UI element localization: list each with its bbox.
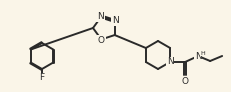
Text: H: H [200, 51, 205, 55]
Text: O: O [98, 36, 105, 45]
Text: N: N [97, 12, 104, 21]
Text: N: N [167, 58, 173, 67]
Text: N: N [195, 52, 201, 61]
Text: N: N [112, 16, 119, 25]
Text: O: O [182, 77, 189, 85]
Text: F: F [40, 74, 45, 83]
